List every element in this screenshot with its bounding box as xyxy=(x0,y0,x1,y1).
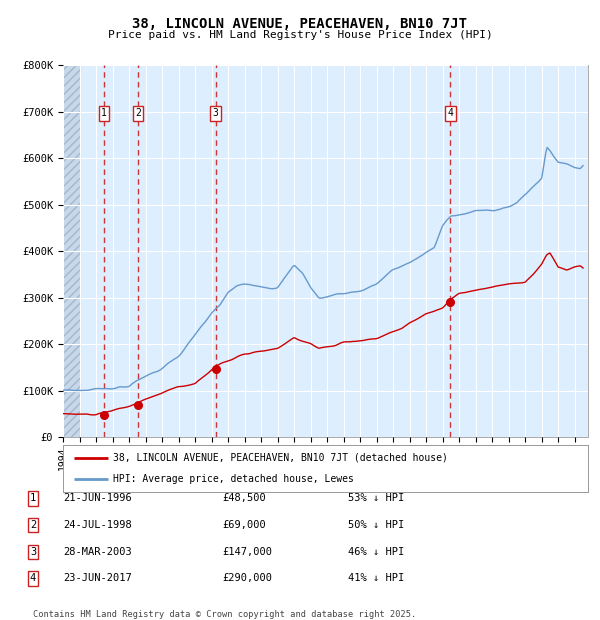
Bar xyxy=(63,65,80,437)
Text: 1: 1 xyxy=(30,494,36,503)
Text: £290,000: £290,000 xyxy=(222,574,272,583)
Text: 53% ↓ HPI: 53% ↓ HPI xyxy=(348,494,404,503)
Text: 2: 2 xyxy=(136,108,141,118)
Text: £69,000: £69,000 xyxy=(222,520,266,530)
Text: 3: 3 xyxy=(212,108,218,118)
Text: 38, LINCOLN AVENUE, PEACEHAVEN, BN10 7JT: 38, LINCOLN AVENUE, PEACEHAVEN, BN10 7JT xyxy=(133,17,467,32)
Text: 41% ↓ HPI: 41% ↓ HPI xyxy=(348,574,404,583)
Text: £147,000: £147,000 xyxy=(222,547,272,557)
Text: £48,500: £48,500 xyxy=(222,494,266,503)
Text: 38, LINCOLN AVENUE, PEACEHAVEN, BN10 7JT (detached house): 38, LINCOLN AVENUE, PEACEHAVEN, BN10 7JT… xyxy=(113,453,448,463)
Text: 3: 3 xyxy=(30,547,36,557)
Text: HPI: Average price, detached house, Lewes: HPI: Average price, detached house, Lewe… xyxy=(113,474,354,484)
Text: 4: 4 xyxy=(30,574,36,583)
Text: Contains HM Land Registry data © Crown copyright and database right 2025.
This d: Contains HM Land Registry data © Crown c… xyxy=(33,610,416,620)
Text: 46% ↓ HPI: 46% ↓ HPI xyxy=(348,547,404,557)
Text: 24-JUL-1998: 24-JUL-1998 xyxy=(63,520,132,530)
Text: 50% ↓ HPI: 50% ↓ HPI xyxy=(348,520,404,530)
Bar xyxy=(63,65,80,437)
Text: 21-JUN-1996: 21-JUN-1996 xyxy=(63,494,132,503)
Text: Price paid vs. HM Land Registry's House Price Index (HPI): Price paid vs. HM Land Registry's House … xyxy=(107,30,493,40)
Text: 23-JUN-2017: 23-JUN-2017 xyxy=(63,574,132,583)
Text: 1: 1 xyxy=(101,108,107,118)
Text: 2: 2 xyxy=(30,520,36,530)
Text: 28-MAR-2003: 28-MAR-2003 xyxy=(63,547,132,557)
Text: 4: 4 xyxy=(448,108,454,118)
